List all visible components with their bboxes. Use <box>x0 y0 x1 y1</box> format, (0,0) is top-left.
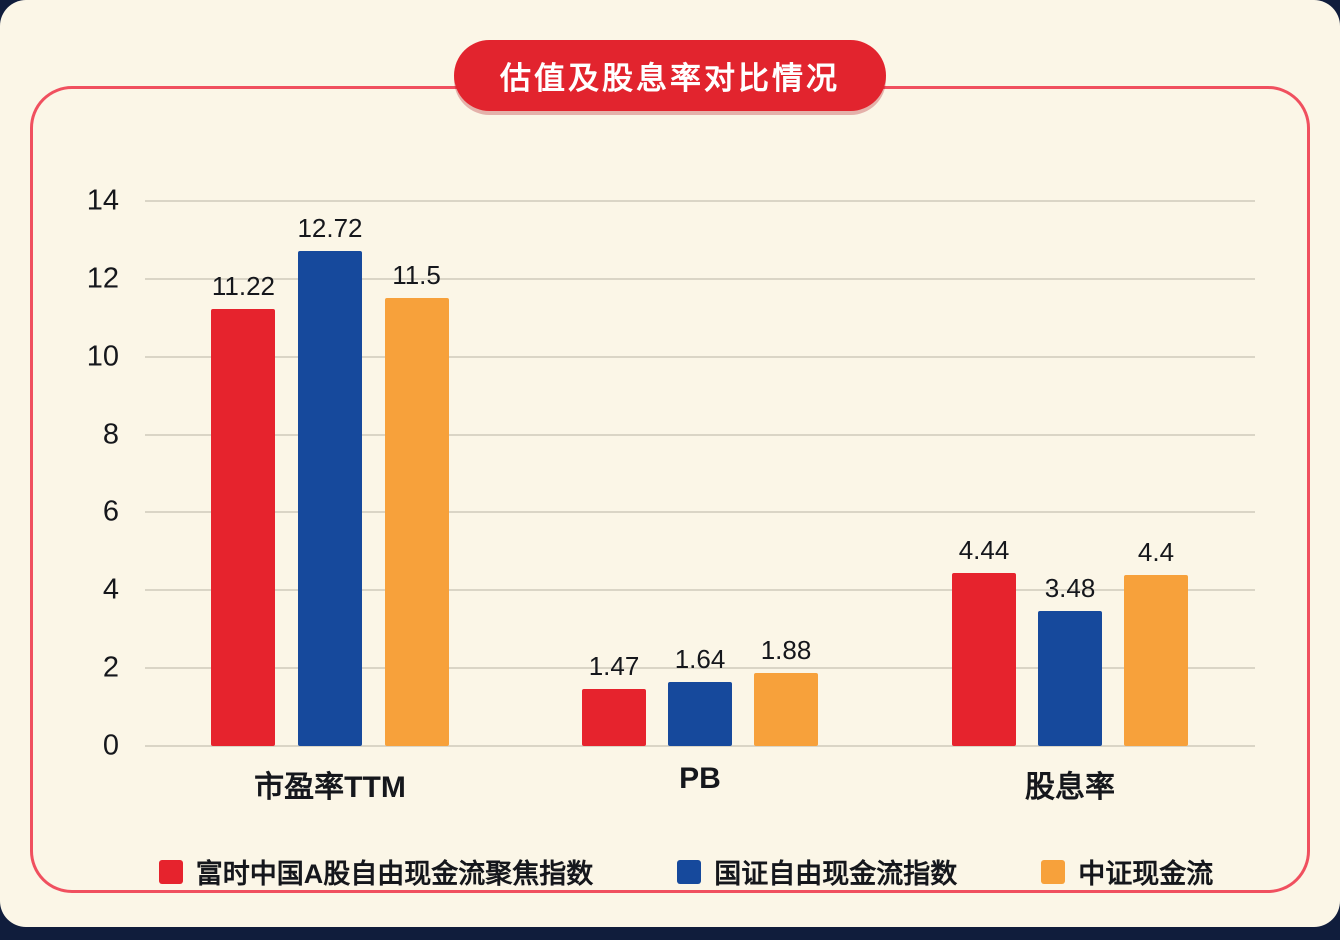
y-tick-label: 6 <box>102 495 119 528</box>
gridline <box>145 200 1255 202</box>
legend-label: 富时中国A股自由现金流聚焦指数 <box>195 859 594 889</box>
bar-value-label: 11.5 <box>392 260 441 291</box>
bar <box>1038 610 1102 746</box>
bar-groups: 11.22 12.72 11.5 1.47 1.64 1.88 4.44 3.48 4.4 <box>145 201 1255 746</box>
bar-group: 1.47 1.64 1.88 <box>515 201 885 746</box>
chart-title-badge: 估值及股息率对比情况 <box>454 40 886 111</box>
gridline <box>145 745 1255 747</box>
chart-title: 估值及股息率对比情况 <box>500 61 840 96</box>
bar-with-label: 4.4 <box>1124 201 1188 746</box>
y-tick-label: 4 <box>102 573 119 606</box>
bar <box>1124 574 1188 746</box>
bar-with-label: 11.22 <box>211 201 276 746</box>
bar-with-label: 1.64 <box>668 201 732 746</box>
bar-value-label: 1.47 <box>588 650 640 681</box>
bar-with-label: 12.72 <box>297 201 363 746</box>
gridline <box>145 277 1255 280</box>
bar-value-label: 4.4 <box>1137 536 1175 567</box>
bar-value-label: 1.88 <box>760 634 812 665</box>
legend-item: 国证自由现金流指数 <box>677 852 957 891</box>
bar <box>211 309 276 746</box>
bar-with-label: 4.44 <box>952 201 1016 746</box>
legend-swatch-icon <box>158 859 183 884</box>
plot-area: 11.22 12.72 11.5 1.47 1.64 1.88 4.44 3.48 4.4 <box>145 200 1255 747</box>
bar-value-label: 12.72 <box>297 212 363 243</box>
x-axis-label: PB <box>679 762 721 795</box>
bar-chart: 0 2 4 6 8 10 12 14 11.22 12.72 11.5 1.47 1.64 1.88 4.… <box>57 185 1255 762</box>
legend-label: 国证自由现金流指数 <box>714 859 958 889</box>
bar <box>297 250 362 746</box>
bar-group: 11.22 12.72 11.5 <box>145 201 515 746</box>
bar-value-label: 11.22 <box>211 271 276 302</box>
bar <box>582 688 646 746</box>
gridline <box>145 433 1255 436</box>
legend: 富时中国A股自由现金流聚焦指数 国证自由现金流指数 中证现金流 <box>117 852 1255 891</box>
gridline <box>145 355 1255 358</box>
legend-swatch-icon <box>1041 859 1066 884</box>
bar-value-label: 4.44 <box>958 535 1010 566</box>
legend-label: 中证现金流 <box>1078 859 1214 889</box>
chart-panel: 0 2 4 6 8 10 12 14 11.22 12.72 11.5 1.47 1.64 1.88 4.… <box>30 86 1310 893</box>
x-axis-label: 股息率 <box>1025 771 1115 804</box>
y-tick-label: 8 <box>102 418 119 451</box>
bar <box>668 682 732 746</box>
x-axis-label: 市盈率TTM <box>254 771 406 804</box>
bar <box>754 672 818 746</box>
y-tick-label: 14 <box>86 184 119 217</box>
gridline <box>145 511 1255 514</box>
y-tick-label: 0 <box>102 729 119 762</box>
y-tick-label: 2 <box>102 651 119 684</box>
x-axis-labels: 市盈率TTM PB 股息率 <box>145 762 1255 806</box>
bar-with-label: 1.88 <box>754 201 818 746</box>
bar-with-label: 11.5 <box>384 201 449 746</box>
y-tick-label: 12 <box>86 262 119 295</box>
bar <box>384 298 449 746</box>
y-axis: 0 2 4 6 8 10 12 14 <box>57 185 145 762</box>
bar-group: 4.44 3.48 4.4 <box>885 201 1255 746</box>
gridline <box>145 589 1255 592</box>
bar-value-label: 1.64 <box>674 644 726 675</box>
bar-with-label: 3.48 <box>1038 201 1102 746</box>
bar-value-label: 3.48 <box>1044 572 1096 603</box>
legend-swatch-icon <box>677 859 702 884</box>
y-tick-label: 10 <box>86 340 119 373</box>
bar <box>952 573 1016 746</box>
legend-item: 中证现金流 <box>1041 852 1213 891</box>
gridline <box>145 667 1255 670</box>
legend-item: 富时中国A股自由现金流聚焦指数 <box>158 852 594 891</box>
bar-with-label: 1.47 <box>582 201 646 746</box>
